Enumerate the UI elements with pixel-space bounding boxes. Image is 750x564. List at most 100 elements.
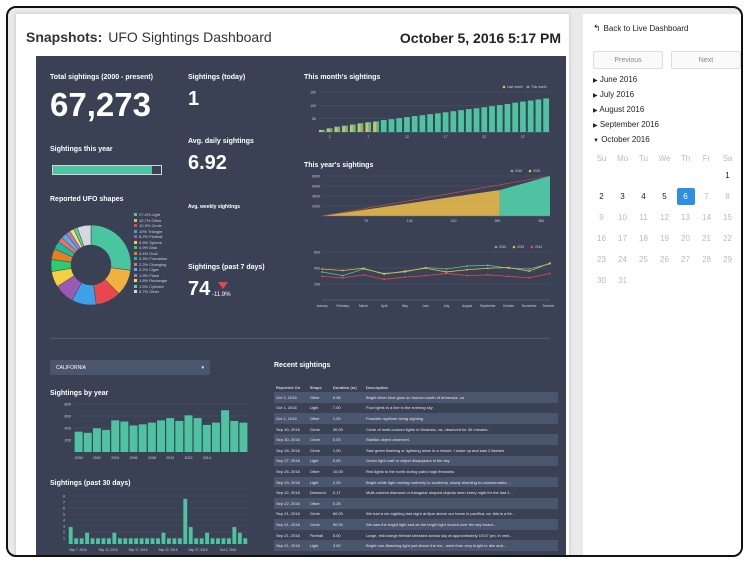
table-cell: Oct 1, 2016: [274, 413, 308, 424]
table-row[interactable]: Sep 30, 2016 Circle 30.00 Circle of multi-c…: [274, 423, 558, 435]
year-bar: [166, 418, 175, 452]
data-point: [486, 264, 489, 267]
table-cell: 60.00: [330, 508, 364, 520]
data-point: [528, 268, 531, 270]
day-bar: [221, 538, 226, 544]
table-cell: 60.00: [330, 519, 364, 530]
table-row[interactable]: Sep 27, 2016 Light 0.50 Green light craft o…: [274, 455, 558, 467]
table-row[interactable]: Sep 30, 2016 Circle 0.03 Starlike object ob…: [274, 434, 558, 445]
day-bar: [210, 538, 215, 544]
legend-swatch: [134, 240, 137, 244]
avg-weekly-label: Avg. weekly sightings: [188, 204, 241, 210]
month-bar: [496, 105, 503, 132]
avg-daily-value: 6.92: [188, 152, 227, 174]
x-tick-label: February: [336, 304, 349, 308]
y-tick-label: 5: [63, 513, 65, 517]
data-point: [486, 273, 489, 276]
calendar-day: 29: [723, 255, 732, 264]
table-row[interactable]: Sep 23, 2016 Light 2.00 Bright white light …: [274, 476, 558, 488]
month-item[interactable]: ▶ July 2016: [593, 90, 634, 99]
month-item[interactable]: ▶ August 2016: [593, 105, 644, 114]
x-tick-label: September: [480, 304, 497, 308]
legend-label: 4.9% Disk: [139, 245, 158, 251]
day-bar: [68, 527, 73, 544]
previous-button[interactable]: Previous: [593, 51, 663, 69]
day-bar: [177, 538, 182, 544]
table-row[interactable]: Sep 21, 2016 Circle 60.00 We saw the bright…: [274, 519, 558, 530]
month-item-label: June 2016: [597, 75, 638, 84]
page-title: UFO Sightings Dashboard: [108, 29, 272, 45]
table-row[interactable]: Oct 1, 2016 Other 1.00 Possible nightime be…: [274, 413, 558, 424]
this-year-progress: [52, 165, 162, 175]
legend-dot: [510, 169, 514, 173]
y-tick-label: 3: [63, 525, 65, 529]
table-cell: Light: [307, 455, 331, 467]
table-cell: Bright white light moving northerly to s…: [364, 476, 558, 488]
table-row[interactable]: Sep 21, 2016 Light 10.00: [274, 550, 558, 555]
calendar-day[interactable]: 3: [620, 192, 625, 201]
table-row[interactable]: Oct 2, 2016 Other 0.08 Bright silver blue g…: [274, 392, 558, 403]
table-row[interactable]: Oct 1, 2016 Light 7.00 Four lights in a lin…: [274, 402, 558, 414]
month-item[interactable]: ▶ June 2016: [593, 75, 637, 84]
legend-label: 2.2% Changing: [139, 261, 167, 267]
table-cell: We saw the bright light and as the brigh…: [364, 519, 558, 530]
day-bar: [79, 538, 84, 544]
trend-line: [321, 175, 551, 217]
y-tick-label: 4: [63, 519, 65, 523]
last-month-bar: [326, 128, 330, 132]
x-tick-label: 2004: [111, 456, 119, 460]
day-bar: [85, 532, 90, 544]
month-bar: [504, 104, 511, 132]
table-row[interactable]: Sep 26, 2016 Other 10.00 Red lights to the …: [274, 466, 558, 477]
y-tick-label: 2: [63, 531, 65, 535]
month-bar: [411, 116, 418, 132]
state-filter-select[interactable]: CALIFORNIA ▾: [50, 360, 210, 375]
month-bar: [342, 125, 348, 132]
legend-dot: [502, 85, 506, 89]
month-item-open-label: October 2016: [601, 135, 650, 144]
calendar-day: 11: [639, 213, 648, 222]
table-row[interactable]: Sep 21, 2016 Fireball 5.00 Large, red/orang…: [274, 529, 558, 541]
legend-label: 4.4% Oval: [139, 250, 158, 256]
table-cell: Other: [307, 497, 331, 509]
table-cell: Sep 30, 2016: [274, 423, 308, 435]
table-row[interactable]: Sep 22, 2016 Diamond 0.17 Multi-colored dia…: [274, 487, 558, 498]
month-item-open[interactable]: ▼ October 2016: [593, 135, 650, 144]
back-link[interactable]: ↰ Back to Live Dashboard: [593, 23, 688, 34]
table-cell: 10.00: [330, 550, 364, 555]
day-bar: [172, 538, 177, 544]
calendar-day[interactable]: 1: [725, 171, 730, 180]
legend-dot: [512, 245, 516, 249]
calendar-day[interactable]: 2: [599, 192, 604, 201]
calendar-day: 23: [597, 255, 606, 264]
table-cell: Circle: [307, 423, 331, 435]
month-item-label: September 2016: [597, 120, 659, 129]
year-bar: [147, 422, 156, 452]
table-row[interactable]: Sep 22, 2016 Other 0.25: [274, 497, 558, 509]
day-bar: [101, 538, 106, 544]
table-row[interactable]: Sep 21, 2016 Circle 60.00 We had a ufo sigh…: [274, 508, 558, 520]
month-item[interactable]: ▶ September 2016: [593, 120, 659, 129]
table-row[interactable]: Sep 28, 2016 Circle 1.00 Saw green flashing…: [274, 444, 558, 456]
past7-label: Sightings (past 7 days): [188, 264, 265, 271]
calendar-day[interactable]: 6: [675, 186, 696, 207]
legend-item: 1.5% Cylinder: [134, 284, 167, 290]
past7-change: -11.9%: [212, 292, 231, 298]
legend-label: 3.3% Formation: [139, 256, 168, 262]
calendar-day[interactable]: 5: [662, 192, 667, 201]
table-row[interactable]: Sep 21, 2016 Light 3.00 Bright non-flickeri…: [274, 540, 558, 551]
table-cell: Light: [307, 476, 331, 488]
table-cell: Diamond: [307, 487, 331, 498]
y-tick-label: 600: [314, 251, 320, 255]
series-line: [321, 273, 551, 280]
legend-item: 10.3% Circle: [134, 223, 167, 229]
last-month-bar: [349, 125, 353, 132]
next-button[interactable]: Next: [671, 51, 741, 69]
data-point: [362, 273, 365, 276]
legend-item: 4.9% Disk: [134, 245, 167, 251]
legend-item: 27.4% Light: [134, 212, 167, 218]
month-bar: [450, 111, 457, 132]
caret-down-icon: ▼: [593, 138, 599, 144]
calendar-day[interactable]: 4: [641, 192, 646, 201]
